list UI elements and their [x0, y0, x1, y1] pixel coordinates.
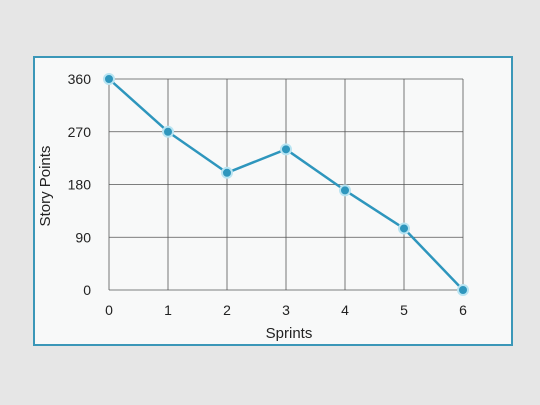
x-tick-label: 1: [164, 302, 172, 318]
data-point: [162, 125, 174, 138]
x-tick-labels: 0 1 2 3 4 5 6: [105, 302, 467, 318]
y-tick-label: 0: [83, 282, 91, 298]
data-point: [398, 222, 410, 235]
x-axis-title: Sprints: [266, 325, 313, 342]
line-chart: 0 1 2 3 4 5 6 0 90 180 270 360 Sprints Story Point…: [37, 71, 469, 342]
data-point: [103, 73, 115, 85]
series: [103, 73, 469, 296]
data-point: [280, 143, 292, 156]
x-tick-label: 2: [223, 302, 231, 318]
y-tick-label: 270: [68, 124, 92, 140]
grid: [108, 78, 464, 291]
y-axis-title: Story Points: [37, 146, 54, 227]
x-tick-label: 6: [459, 302, 467, 318]
x-tick-label: 0: [105, 302, 113, 318]
y-tick-label: 90: [75, 229, 91, 245]
x-tick-label: 3: [282, 302, 290, 318]
y-tick-label: 180: [68, 177, 92, 193]
x-tick-label: 4: [341, 302, 349, 318]
data-point: [457, 284, 469, 296]
chart-panel: 0 1 2 3 4 5 6 0 90 180 270 360 Sprints Story Point…: [33, 56, 513, 346]
data-point: [221, 166, 233, 179]
x-tick-label: 5: [400, 302, 408, 318]
data-point: [339, 184, 351, 197]
y-tick-label: 360: [68, 71, 92, 87]
y-tick-labels: 0 90 180 270 360: [68, 71, 92, 298]
